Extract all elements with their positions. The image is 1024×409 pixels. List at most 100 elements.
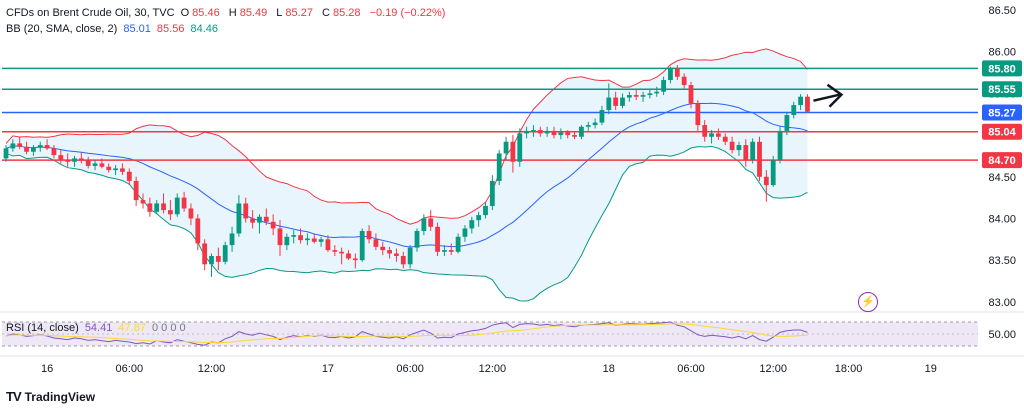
candle[interactable] (613, 97, 619, 106)
candle[interactable] (78, 158, 84, 161)
candle[interactable] (544, 130, 550, 134)
candle[interactable] (394, 253, 399, 256)
rsi-ma-line[interactable] (5, 323, 808, 344)
candle[interactable] (298, 235, 303, 241)
candle[interactable] (339, 251, 345, 254)
candle[interactable] (585, 125, 591, 127)
candle[interactable] (791, 105, 797, 116)
candle[interactable] (311, 238, 317, 242)
rsi-label[interactable]: RSI (14, close) (6, 322, 79, 334)
candle[interactable] (798, 96, 803, 106)
candle[interactable] (352, 258, 358, 261)
candle[interactable] (442, 250, 447, 252)
candle[interactable] (168, 210, 173, 215)
level-price-label[interactable] (982, 123, 1022, 140)
candle[interactable] (654, 91, 660, 94)
candle[interactable] (688, 85, 694, 104)
candle[interactable] (489, 180, 495, 206)
candle[interactable] (695, 103, 701, 126)
candle[interactable] (133, 180, 139, 201)
candle[interactable] (592, 122, 598, 126)
candle[interactable] (126, 171, 132, 181)
candle[interactable] (716, 133, 721, 137)
candle[interactable] (407, 247, 413, 265)
candle[interactable] (647, 93, 653, 96)
tradingview-logo[interactable]: TV TradingView (6, 389, 95, 404)
candle[interactable] (147, 203, 153, 212)
candle[interactable] (263, 216, 269, 222)
candle[interactable] (92, 163, 98, 166)
candle[interactable] (17, 143, 23, 147)
candle[interactable] (195, 218, 201, 244)
candle[interactable] (257, 216, 262, 223)
candle[interactable] (435, 226, 440, 252)
candle[interactable] (510, 141, 516, 162)
candle[interactable] (565, 132, 571, 136)
bb-label[interactable]: BB (20, SMA, close, 2) (6, 23, 118, 35)
candle[interactable] (380, 246, 386, 251)
candle[interactable] (51, 148, 57, 156)
candle[interactable] (10, 143, 16, 149)
bb-lower-line[interactable] (5, 145, 808, 302)
candle[interactable] (668, 68, 673, 81)
candle[interactable] (770, 160, 776, 186)
candle[interactable] (250, 218, 255, 223)
candle[interactable] (448, 250, 454, 252)
candle[interactable] (325, 239, 331, 251)
level-price-label[interactable] (982, 104, 1022, 121)
candle[interactable] (722, 136, 728, 142)
candle[interactable] (387, 250, 392, 254)
candle[interactable] (270, 221, 276, 229)
candle[interactable] (729, 141, 735, 151)
candle[interactable] (709, 133, 714, 137)
candle[interactable] (784, 115, 790, 131)
candle[interactable] (537, 130, 543, 134)
candle[interactable] (65, 160, 71, 162)
candle[interactable] (24, 146, 29, 152)
lightning-icon[interactable]: ⚡ (858, 292, 878, 312)
candle[interactable] (366, 230, 372, 240)
candle[interactable] (202, 243, 208, 265)
candle[interactable] (85, 160, 91, 166)
candle[interactable] (558, 132, 564, 136)
candle[interactable] (359, 230, 365, 261)
candle[interactable] (373, 239, 379, 247)
level-price-label[interactable] (982, 60, 1022, 77)
candle[interactable] (284, 236, 290, 246)
candle[interactable] (113, 168, 118, 171)
candle[interactable] (633, 95, 639, 97)
candle[interactable] (763, 176, 769, 186)
candle[interactable] (531, 130, 536, 132)
candle[interactable] (476, 215, 482, 221)
candle[interactable] (599, 110, 605, 123)
candle[interactable] (469, 220, 475, 229)
candle[interactable] (736, 145, 742, 151)
candle[interactable] (517, 133, 523, 162)
candle[interactable] (681, 76, 687, 86)
level-price-label[interactable] (982, 152, 1022, 169)
candle[interactable] (661, 80, 666, 92)
candle[interactable] (236, 203, 242, 234)
candle[interactable] (483, 205, 488, 216)
level-price-label[interactable] (982, 81, 1022, 98)
candle[interactable] (524, 130, 529, 134)
candle[interactable] (229, 233, 235, 246)
candle[interactable] (243, 203, 249, 219)
candle[interactable] (400, 255, 406, 265)
symbol-name[interactable]: CFDs on Brent Crude Oil, 30, TVC (6, 7, 175, 19)
candle[interactable] (31, 147, 36, 152)
candle[interactable] (702, 125, 708, 137)
candle[interactable] (209, 255, 214, 265)
candle[interactable] (626, 95, 632, 98)
candle[interactable] (620, 97, 625, 106)
candle[interactable] (215, 255, 221, 262)
candle[interactable] (674, 68, 680, 77)
candle[interactable] (805, 96, 810, 112)
candle[interactable] (421, 218, 427, 231)
candle[interactable] (99, 163, 105, 167)
candle[interactable] (579, 126, 584, 137)
candle[interactable] (318, 239, 324, 242)
candle[interactable] (743, 145, 749, 161)
candle[interactable] (188, 208, 194, 219)
